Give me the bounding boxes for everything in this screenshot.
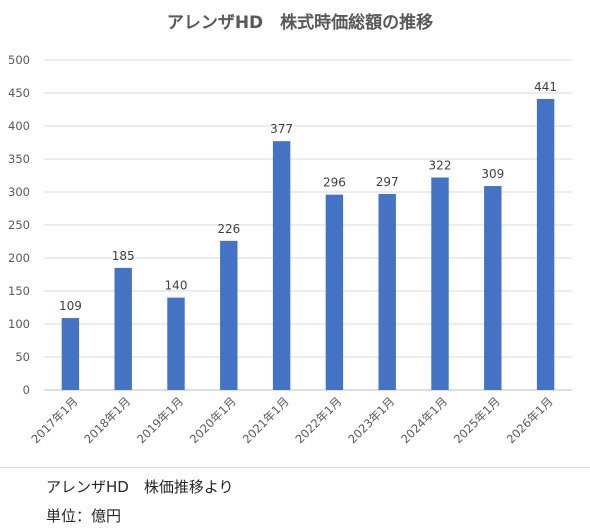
bar <box>167 297 185 390</box>
y-tick-label: 50 <box>15 350 30 364</box>
gridlines <box>44 59 572 391</box>
x-tick-label: 2019年1月 <box>134 394 186 446</box>
data-label: 441 <box>534 80 557 94</box>
y-tick-label: 100 <box>8 317 30 331</box>
bar <box>114 267 132 390</box>
data-label: 140 <box>165 279 188 293</box>
separator-line <box>0 467 590 468</box>
bar <box>431 177 449 390</box>
chart-area: アレンザHD 株式時価総額の推移 0 50 100 150 200 250 300 350 40… <box>8 12 572 446</box>
y-tick-label: 300 <box>8 185 30 199</box>
data-label: 297 <box>376 175 399 189</box>
x-tick-label: 2017年1月 <box>28 394 80 446</box>
x-tick-label: 2022年1月 <box>292 394 344 446</box>
data-label: 309 <box>481 167 504 181</box>
data-label: 185 <box>112 249 135 263</box>
y-tick-label: 350 <box>8 152 30 166</box>
data-label: 377 <box>270 122 293 136</box>
bar <box>220 240 238 390</box>
source-note: アレンザHD 株価推移より <box>46 478 234 496</box>
bar <box>536 98 555 390</box>
x-tick-label: 2026年1月 <box>504 394 556 446</box>
x-tick-label: 2021年1月 <box>240 394 292 446</box>
y-tick-label: 150 <box>8 284 30 298</box>
bars <box>61 98 555 390</box>
bar <box>272 141 291 390</box>
x-tick-label: 2023年1月 <box>345 394 397 446</box>
data-labels: 109 185 140 226 377 296 297 322 309 441 <box>59 80 557 313</box>
y-axis: 0 50 100 150 200 250 300 350 400 450 500 <box>8 53 30 397</box>
y-tick-label: 250 <box>8 218 30 232</box>
data-label: 109 <box>59 299 82 313</box>
x-tick-label: 2018年1月 <box>81 394 133 446</box>
y-tick-label: 400 <box>8 119 30 133</box>
x-tick-label: 2024年1月 <box>398 394 450 446</box>
bar <box>325 194 344 390</box>
data-label: 322 <box>429 158 452 172</box>
bar <box>378 193 396 390</box>
x-tick-label: 2025年1月 <box>451 394 503 446</box>
y-tick-label: 500 <box>8 53 30 67</box>
y-tick-label: 450 <box>8 86 30 100</box>
x-axis: 2017年1月 2018年1月 2019年1月 2020年1月 2021年1月 2022年… <box>28 394 555 446</box>
y-tick-label: 0 <box>23 383 30 397</box>
data-label: 296 <box>323 176 346 190</box>
bar <box>484 186 502 390</box>
chart-title: アレンザHD 株式時価総額の推移 <box>167 12 433 33</box>
bar <box>61 318 80 390</box>
unit-note: 単位：億円 <box>46 507 122 525</box>
x-tick-label: 2020年1月 <box>187 394 239 446</box>
y-tick-label: 200 <box>8 251 30 265</box>
data-label: 226 <box>217 222 240 236</box>
